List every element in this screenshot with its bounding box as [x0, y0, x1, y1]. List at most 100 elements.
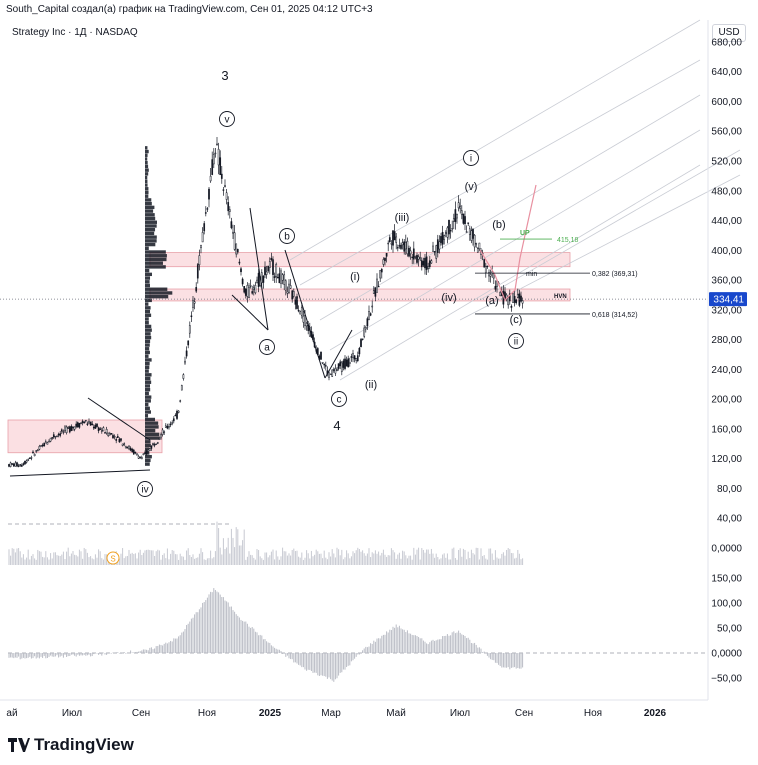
price-tick: 0,0000	[711, 544, 742, 555]
osc-bar	[138, 651, 140, 653]
candle-body	[200, 245, 202, 249]
osc-bar	[158, 644, 160, 653]
candle	[424, 254, 426, 275]
volume-bar	[278, 559, 280, 565]
candle	[244, 288, 247, 299]
volume-bar	[205, 559, 207, 565]
volume-bar	[96, 557, 98, 565]
volume-bar	[283, 551, 285, 565]
candle	[328, 370, 330, 381]
candle	[148, 447, 151, 452]
price-tick: 280,00	[711, 335, 742, 346]
candle-body	[352, 353, 354, 358]
candle-body	[188, 325, 191, 334]
candle	[484, 262, 487, 278]
candle-body	[356, 355, 359, 361]
time-tick: Мар	[321, 708, 341, 719]
candle-body	[142, 453, 145, 455]
volume-bar	[184, 559, 186, 565]
volume-bar	[149, 550, 151, 565]
osc-bar	[310, 653, 312, 671]
fib-0618-label: 0,618 (314,52)	[592, 312, 638, 319]
symbol-title[interactable]: Strategy Inc · 1Д · NASDAQ	[12, 27, 138, 38]
osc-bar	[182, 631, 184, 653]
candle	[129, 446, 132, 452]
candle	[515, 299, 518, 305]
candle-body	[390, 243, 393, 245]
candle-body	[344, 358, 346, 369]
candle-body	[238, 261, 241, 264]
volume-profile-bar	[145, 209, 154, 213]
osc-bar	[72, 653, 74, 655]
osc-bar	[494, 653, 496, 663]
candle	[432, 241, 434, 252]
osc-bar	[358, 653, 360, 655]
osc-bar	[422, 640, 424, 653]
osc-bar	[203, 602, 205, 653]
candle-body	[54, 436, 57, 438]
candle-body	[264, 266, 266, 276]
time-axis[interactable]: ай Июл Сен Ноя 2025 Мар Май Июл Сен Ноя 2026	[0, 699, 708, 719]
osc-bar	[342, 653, 344, 670]
candle	[208, 187, 210, 208]
candle	[428, 256, 431, 270]
osc-bar	[202, 602, 204, 653]
candle	[420, 257, 423, 271]
volume-bar	[40, 551, 42, 565]
candle-body	[176, 410, 178, 419]
candle	[291, 289, 294, 303]
candle-body	[177, 410, 180, 413]
candle	[211, 151, 214, 176]
volume-bar	[10, 555, 12, 565]
volume-bar	[194, 558, 196, 565]
volume-bar	[82, 558, 84, 565]
volume-bar	[123, 558, 125, 565]
candle-body	[81, 420, 84, 423]
volume-bar	[397, 554, 399, 565]
osc-bar	[126, 653, 128, 654]
candle	[160, 432, 162, 440]
osc-bar	[315, 653, 317, 673]
volume-bar	[178, 559, 180, 565]
candle-body	[275, 263, 278, 278]
volume-profile-bar	[145, 410, 151, 414]
volume-profile-bar	[145, 440, 151, 444]
osc-bar	[445, 635, 447, 653]
candle-body	[332, 369, 335, 371]
candle	[227, 196, 230, 216]
volume-bar	[66, 551, 68, 565]
candle	[433, 251, 436, 256]
candle-body	[358, 347, 361, 355]
candle-body	[428, 260, 431, 267]
volume-bar	[334, 557, 336, 565]
volume-bar	[155, 551, 157, 565]
price-axis[interactable]: 680,00 640,00 600,00 560,00 520,00 480,00 440,…	[707, 20, 747, 700]
candle-body	[291, 290, 294, 300]
volume-bar	[53, 552, 55, 565]
candle-body	[376, 278, 378, 293]
volume-bar	[24, 559, 26, 565]
tradingview-logo[interactable]: TradingView	[8, 735, 134, 755]
candle	[297, 305, 300, 313]
candle-body	[360, 339, 362, 347]
candle-body	[254, 285, 257, 294]
osc-bar	[312, 653, 314, 673]
candle	[425, 251, 428, 276]
volume-bar	[469, 557, 471, 565]
candle-body	[147, 449, 150, 452]
volume-bar	[360, 551, 362, 565]
osc-bar	[317, 653, 319, 676]
wave-label: (i)	[350, 271, 360, 283]
candle	[465, 225, 468, 233]
candle-body	[137, 456, 140, 459]
candle-body	[172, 418, 175, 422]
candle	[331, 369, 334, 377]
wave-label: ii	[514, 337, 518, 348]
currency-button[interactable]: USD	[712, 24, 746, 42]
volume-bar	[192, 554, 194, 565]
osc-bar	[176, 638, 178, 653]
candle	[395, 233, 398, 250]
candle	[355, 357, 358, 364]
candle	[73, 426, 76, 432]
